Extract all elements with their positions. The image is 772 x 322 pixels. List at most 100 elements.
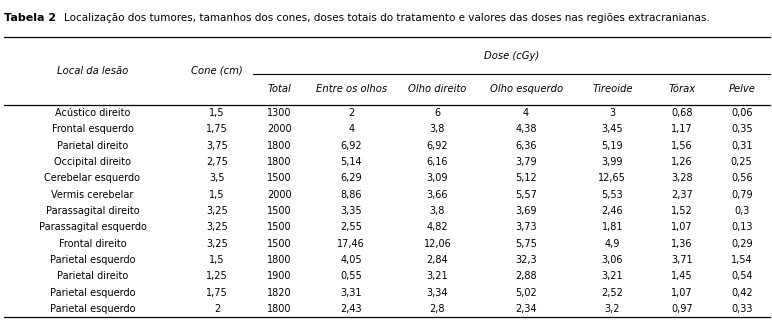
Text: 3,25: 3,25 <box>206 222 228 232</box>
Text: 1,52: 1,52 <box>671 206 692 216</box>
Text: 2,88: 2,88 <box>515 271 537 281</box>
Text: 3,71: 3,71 <box>671 255 692 265</box>
Text: 17,46: 17,46 <box>337 239 365 249</box>
Text: Parietal direito: Parietal direito <box>57 140 128 150</box>
Text: 3,66: 3,66 <box>427 190 449 200</box>
Text: 3,09: 3,09 <box>427 173 449 183</box>
Text: Parietal esquerdo: Parietal esquerdo <box>49 304 135 314</box>
Text: Entre os olhos: Entre os olhos <box>316 84 387 94</box>
Text: 1800: 1800 <box>267 140 292 150</box>
Text: 6,36: 6,36 <box>516 140 537 150</box>
Text: 3,21: 3,21 <box>427 271 449 281</box>
Text: Parassagital direito: Parassagital direito <box>46 206 139 216</box>
Text: 1,5: 1,5 <box>209 190 225 200</box>
Text: 0,54: 0,54 <box>731 271 753 281</box>
Text: Cone (cm): Cone (cm) <box>191 66 243 76</box>
Text: 6: 6 <box>435 108 441 118</box>
Text: 1,07: 1,07 <box>671 222 692 232</box>
Text: 1500: 1500 <box>267 222 292 232</box>
Text: 5,75: 5,75 <box>515 239 537 249</box>
Text: Frontal direito: Frontal direito <box>59 239 127 249</box>
Text: 2,52: 2,52 <box>601 288 623 298</box>
Text: 0,31: 0,31 <box>731 140 753 150</box>
Text: Parietal direito: Parietal direito <box>57 271 128 281</box>
Text: 1,5: 1,5 <box>209 108 225 118</box>
Text: 3: 3 <box>609 108 615 118</box>
Text: 2: 2 <box>214 304 220 314</box>
Text: 5,57: 5,57 <box>515 190 537 200</box>
Text: 5,19: 5,19 <box>601 140 623 150</box>
Text: Parassagital esquerdo: Parassagital esquerdo <box>39 222 147 232</box>
Text: Pelve: Pelve <box>728 84 755 94</box>
Text: 3,35: 3,35 <box>340 206 362 216</box>
Text: 1820: 1820 <box>267 288 292 298</box>
Text: Olho direito: Olho direito <box>408 84 466 94</box>
Text: 1800: 1800 <box>267 157 292 167</box>
Text: 1,75: 1,75 <box>206 288 228 298</box>
Text: 1,81: 1,81 <box>601 222 623 232</box>
Text: Tireoide: Tireoide <box>592 84 632 94</box>
Text: 1500: 1500 <box>267 206 292 216</box>
Text: 0,3: 0,3 <box>734 206 750 216</box>
Text: 5,02: 5,02 <box>515 288 537 298</box>
Text: Local da lesão: Local da lesão <box>57 66 128 76</box>
Text: Total: Total <box>267 84 291 94</box>
Text: 1,26: 1,26 <box>671 157 692 167</box>
Text: 0,33: 0,33 <box>731 304 753 314</box>
Text: 12,06: 12,06 <box>424 239 452 249</box>
Text: 0,56: 0,56 <box>731 173 753 183</box>
Text: 2000: 2000 <box>267 190 292 200</box>
Text: 3,45: 3,45 <box>601 124 623 134</box>
Text: 4,05: 4,05 <box>340 255 362 265</box>
Text: 3,25: 3,25 <box>206 206 228 216</box>
Text: 0,97: 0,97 <box>671 304 692 314</box>
Text: 2,55: 2,55 <box>340 222 362 232</box>
Text: 12,65: 12,65 <box>598 173 626 183</box>
Text: 2,75: 2,75 <box>206 157 228 167</box>
Text: 3,21: 3,21 <box>601 271 623 281</box>
Text: 6,92: 6,92 <box>340 140 362 150</box>
Text: 3,25: 3,25 <box>206 239 228 249</box>
Text: 3,8: 3,8 <box>430 206 445 216</box>
Text: 1,36: 1,36 <box>671 239 692 249</box>
Text: Acústico direito: Acústico direito <box>55 108 130 118</box>
Text: 4,82: 4,82 <box>427 222 449 232</box>
Text: Olho esquerdo: Olho esquerdo <box>489 84 563 94</box>
Text: 3,75: 3,75 <box>206 140 228 150</box>
Text: 6,92: 6,92 <box>427 140 449 150</box>
Text: 1,54: 1,54 <box>731 255 753 265</box>
Text: 1,75: 1,75 <box>206 124 228 134</box>
Text: 8,86: 8,86 <box>340 190 362 200</box>
Text: 1900: 1900 <box>267 271 292 281</box>
Text: 3,99: 3,99 <box>601 157 623 167</box>
Text: 2,34: 2,34 <box>515 304 537 314</box>
Text: 2,43: 2,43 <box>340 304 362 314</box>
Text: 0,13: 0,13 <box>731 222 753 232</box>
Text: 0,42: 0,42 <box>731 288 753 298</box>
Text: 4,9: 4,9 <box>604 239 620 249</box>
Text: 1,45: 1,45 <box>671 271 692 281</box>
Text: 3,2: 3,2 <box>604 304 620 314</box>
Text: 1,17: 1,17 <box>671 124 692 134</box>
Text: 1,5: 1,5 <box>209 255 225 265</box>
Text: 6,29: 6,29 <box>340 173 362 183</box>
Text: 32,3: 32,3 <box>515 255 537 265</box>
Text: 3,06: 3,06 <box>601 255 623 265</box>
Text: 3,69: 3,69 <box>516 206 537 216</box>
Text: 0,35: 0,35 <box>731 124 753 134</box>
Text: 3,79: 3,79 <box>515 157 537 167</box>
Text: 0,06: 0,06 <box>731 108 753 118</box>
Text: Cerebelar esquerdo: Cerebelar esquerdo <box>45 173 141 183</box>
Text: 1800: 1800 <box>267 304 292 314</box>
Text: 5,14: 5,14 <box>340 157 362 167</box>
Text: 0,68: 0,68 <box>671 108 692 118</box>
Text: 3,28: 3,28 <box>671 173 692 183</box>
Text: Vermis cerebelar: Vermis cerebelar <box>51 190 134 200</box>
Text: 3,34: 3,34 <box>427 288 449 298</box>
Text: 0,79: 0,79 <box>731 190 753 200</box>
Text: 6,16: 6,16 <box>427 157 449 167</box>
Text: 3,8: 3,8 <box>430 124 445 134</box>
Text: 4: 4 <box>348 124 354 134</box>
Text: 4,38: 4,38 <box>516 124 537 134</box>
Text: 3,5: 3,5 <box>209 173 225 183</box>
